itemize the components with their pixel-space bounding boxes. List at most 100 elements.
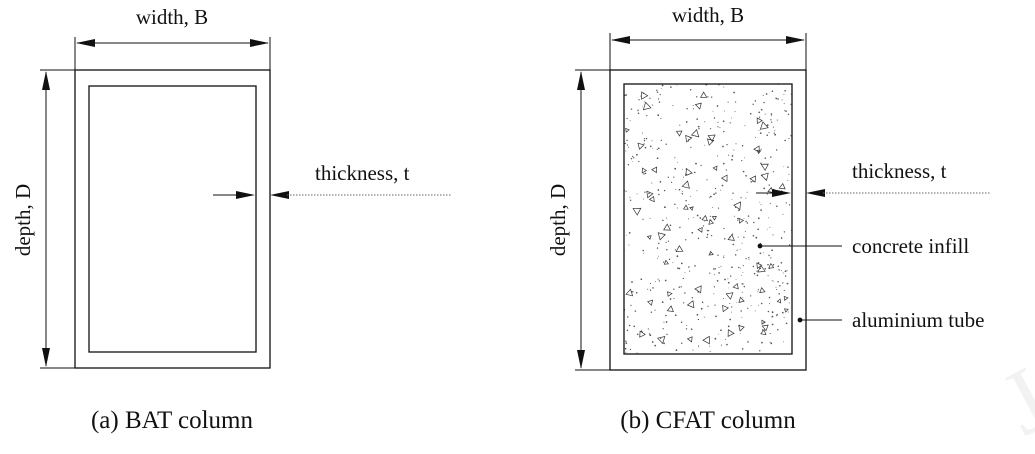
concrete-speckle <box>770 114 772 116</box>
concrete-speckle <box>753 272 756 275</box>
concrete-speckle <box>714 268 716 270</box>
concrete-speckle <box>777 328 779 331</box>
concrete-speckle <box>770 119 772 121</box>
concrete-aggregate <box>738 325 745 332</box>
concrete-speckle <box>628 324 631 327</box>
concrete-speckle <box>743 236 745 239</box>
concrete-speckle <box>742 265 744 267</box>
concrete-speckle <box>649 145 652 148</box>
concrete-speckle <box>760 162 762 164</box>
concrete-speckle <box>766 228 768 230</box>
concrete-speckle <box>643 140 646 142</box>
concrete-speckle <box>729 122 731 124</box>
concrete-speckle <box>761 341 763 344</box>
concrete-speckle <box>629 120 631 122</box>
concrete-speckle <box>738 266 740 269</box>
concrete-speckle <box>665 314 667 317</box>
concrete-speckle <box>674 314 677 317</box>
concrete-speckle <box>721 184 724 187</box>
concrete-speckle <box>741 316 743 318</box>
concrete-speckle <box>723 227 725 230</box>
concrete-speckle <box>720 344 722 346</box>
concrete-speckle <box>647 288 649 290</box>
concrete-speckle <box>656 91 658 93</box>
concrete-speckle <box>637 110 639 112</box>
concrete-speckle <box>685 121 688 123</box>
concrete-speckle <box>695 162 697 165</box>
concrete-speckle <box>649 334 652 337</box>
concrete-speckle <box>626 144 629 146</box>
concrete-speckle <box>706 236 708 238</box>
concrete-speckle <box>647 328 649 330</box>
concrete-speckle <box>643 143 645 145</box>
cfat-depth-dimension <box>575 69 610 371</box>
concrete-speckle <box>713 293 715 295</box>
concrete-speckle <box>626 329 629 332</box>
concrete-aggregate <box>733 201 742 211</box>
concrete-speckle <box>682 168 683 170</box>
concrete-aggregate <box>759 121 769 130</box>
concrete-speckle <box>763 101 765 104</box>
concrete-speckle <box>628 244 630 246</box>
concrete-speckle <box>761 329 764 331</box>
concrete-aggregate <box>646 190 654 199</box>
concrete-aggregate <box>759 286 766 294</box>
concrete-aggregate <box>783 295 789 301</box>
concrete-speckle <box>686 184 688 186</box>
concrete-speckle <box>665 241 667 244</box>
concrete-speckle <box>712 207 713 209</box>
concrete-speckle <box>760 209 762 211</box>
concrete-aggregate <box>760 329 767 336</box>
concrete-speckle <box>772 234 774 236</box>
concrete-speckle <box>722 120 725 123</box>
concrete-speckle <box>674 167 677 170</box>
concrete-speckle <box>782 282 784 284</box>
concrete-speckle <box>659 181 662 183</box>
concrete-speckle <box>686 325 688 326</box>
concrete-speckle <box>686 107 688 110</box>
concrete-speckle <box>776 119 778 121</box>
concrete-speckle <box>748 256 750 259</box>
concrete-speckle <box>689 270 691 272</box>
concrete-speckle <box>628 232 631 234</box>
concrete-speckle <box>734 101 737 103</box>
bat-outer-wall <box>74 69 271 369</box>
concrete-speckle <box>757 217 760 220</box>
concrete-speckle <box>758 305 760 306</box>
concrete-speckle <box>661 84 664 87</box>
concrete-speckle <box>755 236 758 239</box>
concrete-speckle <box>700 307 703 310</box>
concrete-aggregate <box>689 206 694 211</box>
concrete-speckle <box>636 193 638 195</box>
concrete-speckle <box>664 279 667 282</box>
concrete-aggregate <box>690 129 700 138</box>
concrete-speckle <box>741 275 742 276</box>
concrete-speckle <box>660 87 662 89</box>
concrete-speckle <box>724 278 726 281</box>
concrete-speckle <box>627 164 630 166</box>
concrete-aggregate <box>675 245 684 252</box>
concrete-speckle <box>650 311 653 313</box>
concrete-speckle <box>725 338 727 340</box>
concrete-speckle <box>652 287 654 289</box>
concrete-speckle <box>745 257 747 260</box>
concrete-speckle <box>722 162 725 165</box>
concrete-speckle <box>771 249 773 252</box>
concrete-speckle <box>770 156 772 158</box>
cfat-width-label: width, B <box>672 3 744 27</box>
concrete-speckle <box>696 214 699 217</box>
concrete-speckle <box>732 192 734 194</box>
concrete-speckle <box>673 288 675 290</box>
concrete-aggregate <box>738 217 745 224</box>
concrete-speckle <box>714 187 717 190</box>
concrete-speckle <box>737 236 739 238</box>
concrete-speckle <box>651 140 653 142</box>
concrete-speckle <box>776 205 778 208</box>
concrete-speckle <box>739 333 741 334</box>
concrete-speckle <box>712 110 714 112</box>
concrete-speckle <box>660 338 662 340</box>
concrete-speckle <box>762 94 764 97</box>
concrete-aggregate <box>756 262 763 270</box>
concrete-speckle <box>654 309 656 311</box>
concrete-speckle <box>634 310 637 312</box>
